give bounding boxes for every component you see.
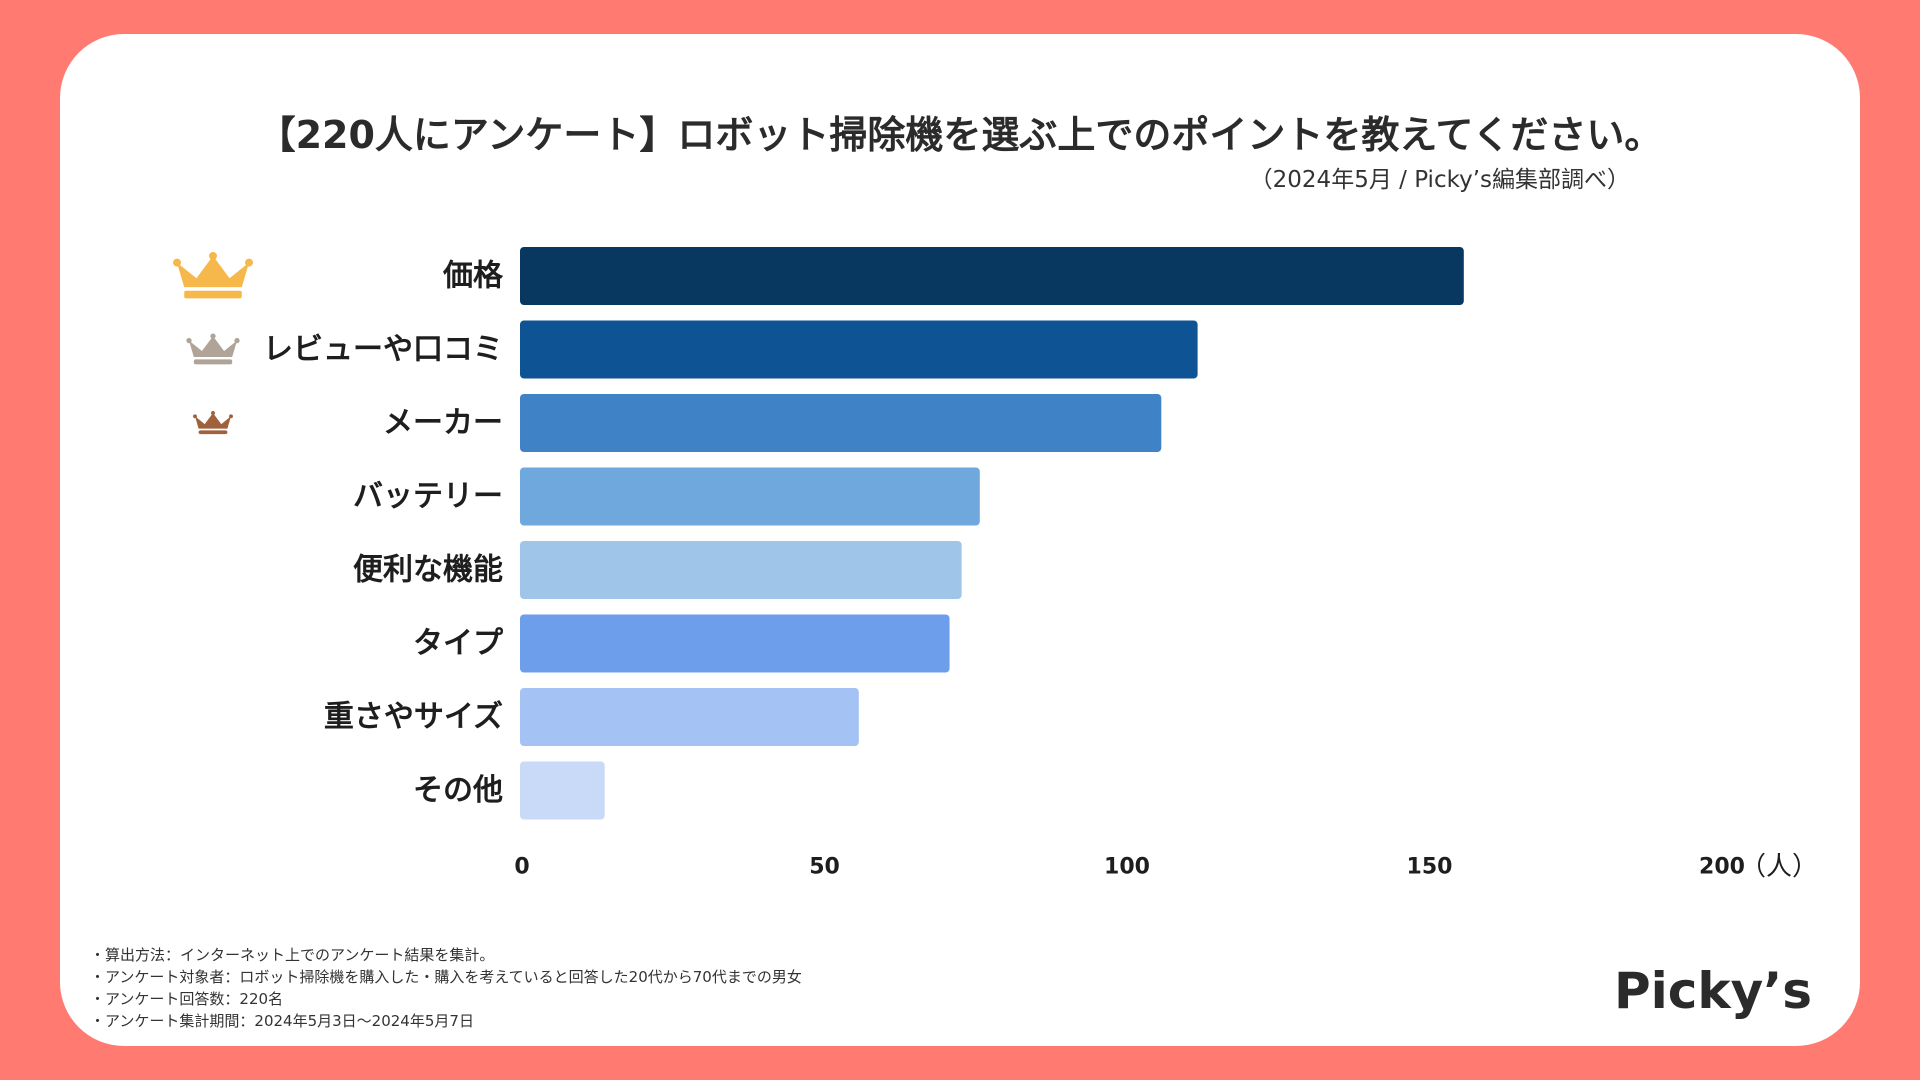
category-label-3: メーカー [383,406,503,441]
x-tick-50: 50 [809,855,840,880]
category-label-6: タイプ [413,626,504,661]
category-label-8: その他 [413,773,503,808]
bar-4 [520,467,980,526]
bar-5 [520,541,962,599]
note-count: アンケート回答数：220名 [90,988,802,1010]
bar-7 [520,688,859,746]
bronze-crown-icon [193,410,233,435]
note-target: アンケート対象者：ロボット掃除機を購入した・購入を考えていると回答した20代から… [90,966,802,988]
bar-6 [520,614,950,673]
chart-subtitle: （2024年5月 / Picky’s編集部調べ） [1249,167,1630,193]
x-tick-0: 0 [514,855,529,880]
category-label-7: 重さやサイズ [324,700,503,735]
note-method: 算出方法：インターネット上でのアンケート結果を集計。 [90,944,802,966]
bar-2 [520,320,1198,379]
chart-title: 【220人にアンケート】ロボット掃除機を選ぶ上でのポイントを教えてください。 [257,113,1663,157]
x-tick-200: 200 [1699,855,1745,880]
bar-8 [520,761,605,820]
bar-3 [520,394,1162,452]
gold-crown-icon [173,251,253,299]
chart-card [60,34,1860,1046]
category-label-2: レビューや口コミ [263,332,503,367]
pickys-logo: Picky’s [1614,962,1813,1020]
category-label-5: 便利な機能 [353,553,503,588]
x-tick-100: 100 [1104,855,1150,880]
note-period: アンケート集計期間：2024年5月3日〜2024年5月7日 [90,1010,802,1032]
survey-notes: 算出方法：インターネット上でのアンケート結果を集計。 アンケート対象者：ロボット… [90,944,802,1032]
category-label-4: バッテリー [353,479,503,514]
silver-crown-icon [186,333,240,365]
x-axis-unit: （人） [1740,852,1818,882]
bar-1 [520,247,1464,305]
x-tick-150: 150 [1407,855,1453,880]
category-label-1: 価格 [442,259,504,294]
